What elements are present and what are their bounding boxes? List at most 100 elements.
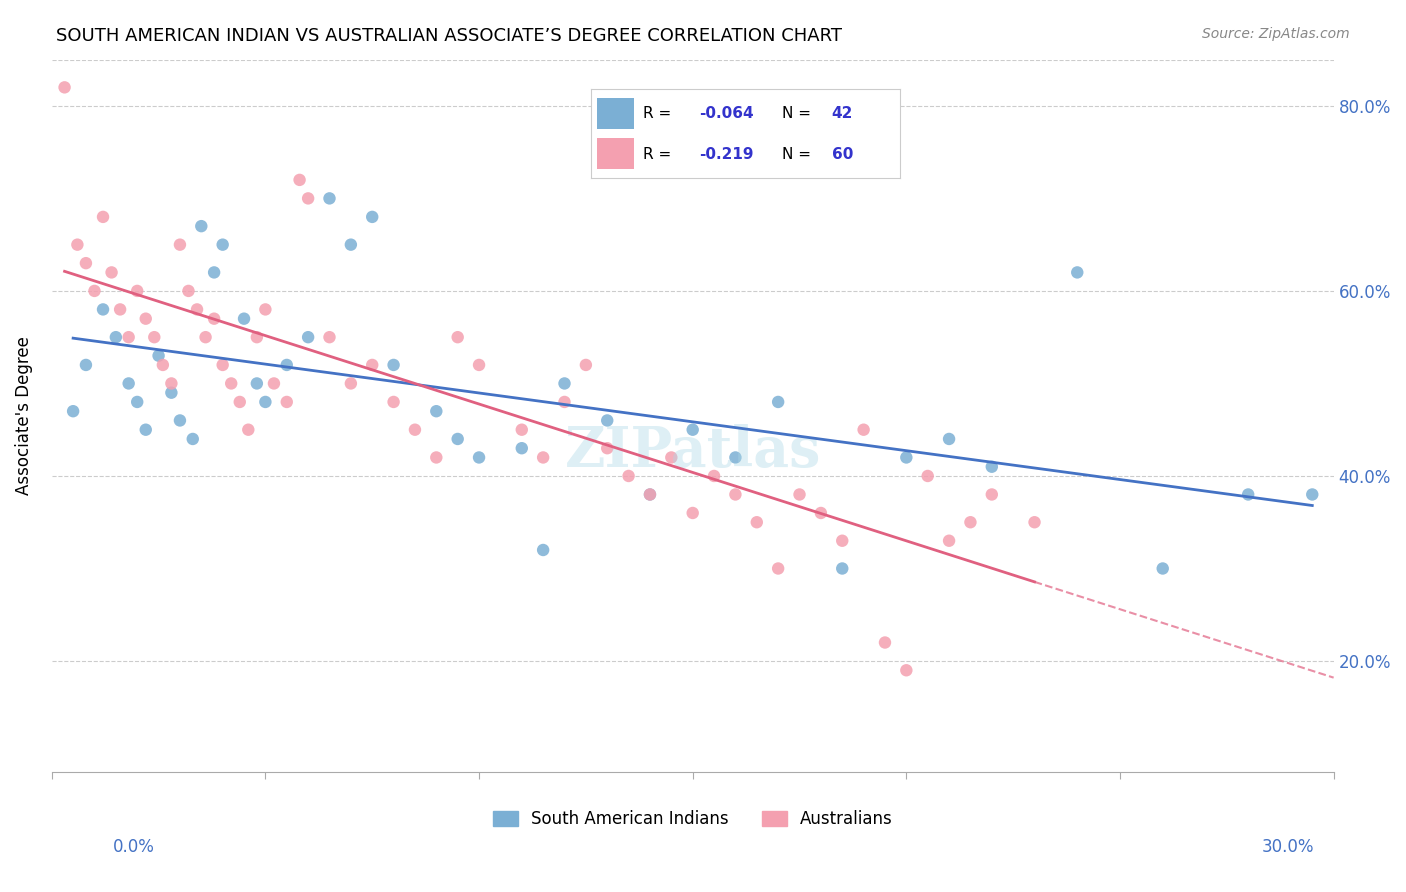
Text: R =: R =: [643, 147, 676, 161]
Point: [263, 376, 285, 391]
Point: [100, 265, 122, 279]
Point: [425, 450, 447, 465]
Point: [617, 469, 640, 483]
Point: [186, 302, 208, 317]
Point: [766, 395, 789, 409]
Point: [873, 635, 896, 649]
Point: [1066, 265, 1088, 279]
Point: [276, 358, 298, 372]
FancyBboxPatch shape: [596, 98, 634, 129]
Legend: South American Indians, Australians: South American Indians, Australians: [486, 804, 900, 835]
Point: [1301, 487, 1323, 501]
Point: [169, 413, 191, 427]
Point: [682, 423, 704, 437]
Point: [135, 311, 157, 326]
Point: [766, 561, 789, 575]
Point: [638, 487, 661, 501]
Point: [211, 358, 233, 372]
Point: [510, 441, 533, 455]
Point: [219, 376, 242, 391]
Point: [91, 302, 114, 317]
Point: [143, 330, 166, 344]
Point: [404, 423, 426, 437]
Point: [127, 284, 149, 298]
Text: 60: 60: [832, 147, 853, 161]
Point: [896, 663, 918, 677]
Point: [789, 487, 811, 501]
Point: [160, 385, 183, 400]
Point: [66, 237, 89, 252]
Point: [160, 376, 183, 391]
Point: [340, 376, 363, 391]
Point: [75, 358, 97, 372]
Point: [318, 330, 340, 344]
Point: [724, 487, 747, 501]
Point: [980, 459, 1002, 474]
Point: [425, 404, 447, 418]
Point: [202, 311, 225, 326]
Point: [896, 450, 918, 465]
Point: [202, 265, 225, 279]
Point: [75, 256, 97, 270]
Text: 30.0%: 30.0%: [1263, 838, 1315, 856]
Point: [575, 358, 598, 372]
Point: [724, 450, 747, 465]
Text: N =: N =: [782, 147, 815, 161]
Y-axis label: Associate's Degree: Associate's Degree: [15, 336, 32, 495]
Point: [361, 210, 384, 224]
Point: [91, 210, 114, 224]
Point: [596, 441, 619, 455]
Point: [254, 302, 277, 317]
Point: [917, 469, 939, 483]
Point: [959, 515, 981, 529]
Point: [118, 376, 141, 391]
Text: 42: 42: [832, 106, 853, 120]
Point: [297, 330, 319, 344]
Point: [831, 533, 853, 548]
Point: [1237, 487, 1260, 501]
Text: -0.064: -0.064: [699, 106, 754, 120]
Point: [288, 173, 311, 187]
Point: [118, 330, 141, 344]
Point: [229, 395, 252, 409]
Point: [831, 561, 853, 575]
Point: [682, 506, 704, 520]
Point: [980, 487, 1002, 501]
Point: [531, 450, 554, 465]
Point: [553, 376, 575, 391]
Text: Source: ZipAtlas.com: Source: ZipAtlas.com: [1202, 27, 1350, 41]
Point: [246, 376, 269, 391]
Point: [233, 311, 256, 326]
Point: [211, 237, 233, 252]
FancyBboxPatch shape: [596, 138, 634, 169]
Text: SOUTH AMERICAN INDIAN VS AUSTRALIAN ASSOCIATE’S DEGREE CORRELATION CHART: SOUTH AMERICAN INDIAN VS AUSTRALIAN ASSO…: [56, 27, 842, 45]
Point: [510, 423, 533, 437]
Point: [382, 395, 405, 409]
Point: [190, 219, 212, 234]
Point: [246, 330, 269, 344]
Point: [447, 330, 470, 344]
Point: [108, 302, 131, 317]
Point: [447, 432, 470, 446]
Point: [703, 469, 725, 483]
Point: [148, 349, 170, 363]
Point: [1152, 561, 1174, 575]
Point: [938, 533, 960, 548]
Point: [553, 395, 575, 409]
Point: [238, 423, 260, 437]
Point: [254, 395, 277, 409]
Point: [318, 191, 340, 205]
Point: [596, 413, 619, 427]
Point: [810, 506, 832, 520]
Point: [181, 432, 204, 446]
Point: [938, 432, 960, 446]
Point: [62, 404, 84, 418]
Text: N =: N =: [782, 106, 815, 120]
Point: [177, 284, 200, 298]
Point: [659, 450, 682, 465]
Point: [297, 191, 319, 205]
Text: R =: R =: [643, 106, 676, 120]
Point: [276, 395, 298, 409]
Text: -0.219: -0.219: [699, 147, 754, 161]
Point: [53, 80, 76, 95]
